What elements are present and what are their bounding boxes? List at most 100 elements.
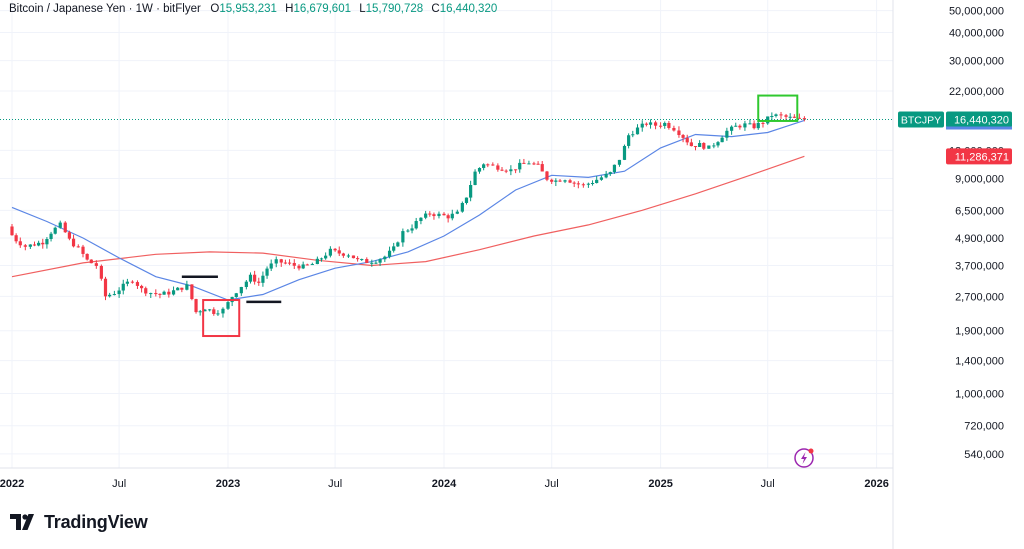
candle (253, 270, 257, 285)
candle-body (558, 180, 562, 182)
candle (414, 217, 418, 230)
candle-body (185, 284, 189, 290)
candle (617, 159, 622, 167)
candle-body (121, 283, 125, 291)
candle (387, 246, 392, 259)
candle-body (698, 142, 702, 147)
candle-body (576, 183, 580, 185)
price-tick-label: 1,400,000 (955, 356, 1004, 368)
interval-label[interactable]: 1W (135, 3, 153, 15)
time-tick-label: Jul (328, 478, 342, 490)
candle-body (770, 116, 774, 118)
drawing-annotations[interactable] (181, 94, 799, 338)
candle (292, 259, 296, 270)
price-axis[interactable]: 50,000,000 40,000,000 30,000,000 22,000,000… (949, 6, 1004, 461)
header-separator: · (156, 3, 164, 15)
candle (125, 278, 129, 287)
ticker-tag-bg (898, 111, 944, 128)
candle (792, 114, 796, 119)
candle (305, 263, 309, 266)
candle-body (18, 241, 22, 246)
candle (712, 142, 716, 149)
candle-body (81, 246, 85, 254)
candle (319, 257, 324, 262)
price-tick-label: 30,000,000 (949, 56, 1004, 68)
candle (504, 169, 508, 174)
candle (500, 166, 504, 172)
candle-body (586, 183, 590, 185)
red-box-annotation[interactable] (202, 299, 241, 338)
green-box-annotation[interactable] (757, 94, 799, 122)
candle (248, 272, 253, 284)
tradingview-logo[interactable]: TradingView (10, 511, 148, 533)
candle-body (221, 308, 225, 314)
candle-body (617, 159, 622, 165)
candle (599, 175, 604, 181)
candle-body (672, 127, 676, 131)
candle (261, 271, 265, 287)
candle-body (99, 265, 103, 279)
candle-body (261, 275, 265, 283)
candle-body (450, 213, 454, 219)
candle (469, 180, 473, 202)
candle-body (689, 142, 693, 147)
candle-body (761, 122, 765, 124)
candle-body (301, 264, 305, 269)
candle-body (239, 286, 243, 294)
time-axis[interactable]: 2022 Jul 2023 Jul 2024 Jul 2025 Jul 2026 (0, 478, 889, 490)
ma-long-price-tag: 11,286,371 (946, 148, 1012, 165)
candle (18, 237, 22, 248)
price-tick-label: 2,700,000 (955, 291, 1004, 303)
grid-lines (0, 0, 893, 468)
candle (351, 255, 356, 259)
candle-body (738, 125, 742, 128)
candle (94, 260, 98, 269)
candle (45, 237, 49, 249)
candle (432, 212, 436, 220)
candle-body (428, 213, 432, 215)
candle-body (667, 122, 671, 128)
candle-body (10, 226, 14, 236)
candle (140, 284, 144, 293)
candle-body (545, 171, 549, 180)
candle (365, 257, 369, 264)
candle-body (648, 122, 653, 125)
candle (774, 113, 778, 118)
candle (310, 262, 314, 266)
candle (779, 111, 783, 119)
candle-body (76, 246, 80, 248)
candle-body (554, 180, 558, 182)
candle-body (712, 145, 716, 147)
candle-body (283, 262, 288, 264)
candle-body (341, 253, 345, 256)
candle (230, 296, 234, 307)
candle-body (149, 293, 153, 295)
candle (378, 258, 382, 266)
price-tick-label: 1,900,000 (955, 326, 1004, 338)
candle-body (315, 258, 319, 265)
candle (356, 256, 360, 262)
symbol-name[interactable]: Bitcoin / Japanese Yen (9, 3, 126, 15)
candle-body (550, 179, 554, 182)
candle (103, 276, 108, 301)
tradingview-logo-icon (10, 514, 34, 530)
candle-body (482, 164, 486, 168)
candle-body (792, 116, 796, 118)
candle-body (802, 118, 806, 120)
ma-short-tag-edge (946, 126, 1012, 130)
candle-body (23, 245, 27, 247)
candle-body (360, 259, 364, 261)
candle-body (41, 242, 45, 245)
candle-body (117, 290, 121, 295)
candle-body (190, 284, 194, 300)
candle (53, 226, 57, 235)
candle-body (595, 179, 599, 184)
candle (424, 210, 428, 220)
candle-body (797, 117, 801, 119)
candle (554, 178, 558, 187)
low-label: L (359, 3, 366, 15)
candle-body (509, 169, 513, 172)
candle (216, 310, 220, 316)
snapshot-icon[interactable] (794, 448, 814, 468)
